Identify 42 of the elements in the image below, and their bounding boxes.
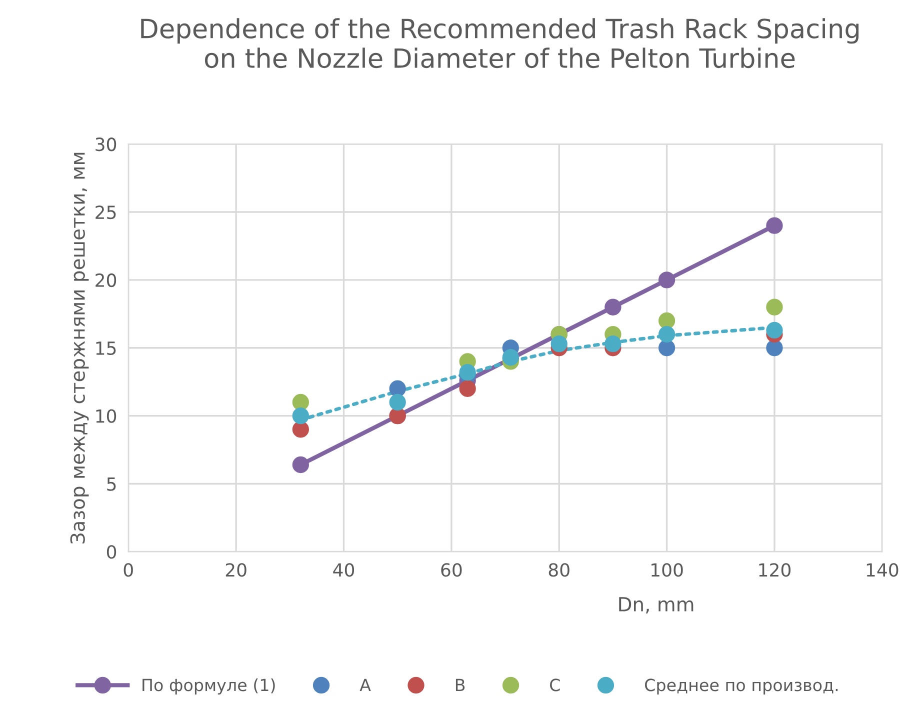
point (658, 326, 676, 343)
x-tick-label: 60 (441, 563, 462, 577)
point (604, 298, 622, 316)
point (459, 380, 476, 397)
point (389, 394, 406, 411)
legend-label: A (360, 678, 371, 692)
point (658, 272, 676, 288)
y-tick-label: 10 (96, 409, 116, 423)
y-tick-label: 5 (107, 477, 116, 491)
x-tick-label: 80 (548, 563, 570, 577)
x-tick-label: 140 (866, 563, 898, 577)
y-tick-label: 15 (96, 342, 116, 355)
point (658, 312, 676, 330)
point (766, 298, 783, 316)
x-tick-label: 0 (124, 563, 133, 577)
chart-title: Dependence of the Recommended Trash Rack Spacing on the Nozzle Diameter of the Pelton Turbine (141, 18, 859, 68)
x-tick-label: 120 (759, 563, 791, 577)
legend-label: По формуле (1) (142, 678, 275, 695)
point (766, 340, 783, 356)
legend-label: C (550, 678, 560, 692)
point (389, 380, 406, 397)
point (766, 322, 783, 339)
point (292, 394, 310, 411)
y-tick-label: 25 (96, 205, 116, 220)
x-tick-label: 20 (226, 563, 246, 577)
legend-label: Среднее по производ. (645, 678, 838, 695)
x-axis-title: Dn, mm (619, 597, 694, 614)
x-tick-label: 100 (652, 563, 683, 577)
y-axis-title: Зазор между стержнями решетки, мм (70, 152, 89, 544)
point (292, 407, 310, 424)
y-tick-label: 30 (96, 138, 116, 152)
point (604, 335, 622, 352)
point (292, 456, 310, 474)
y-tick-label: 20 (96, 273, 116, 288)
y-tick-label: 0 (106, 545, 116, 559)
point (292, 421, 310, 438)
point (658, 340, 676, 356)
legend-label: B (456, 678, 465, 692)
point (766, 217, 783, 234)
x-tick-label: 40 (333, 563, 354, 577)
point (550, 335, 568, 352)
point (459, 364, 476, 381)
